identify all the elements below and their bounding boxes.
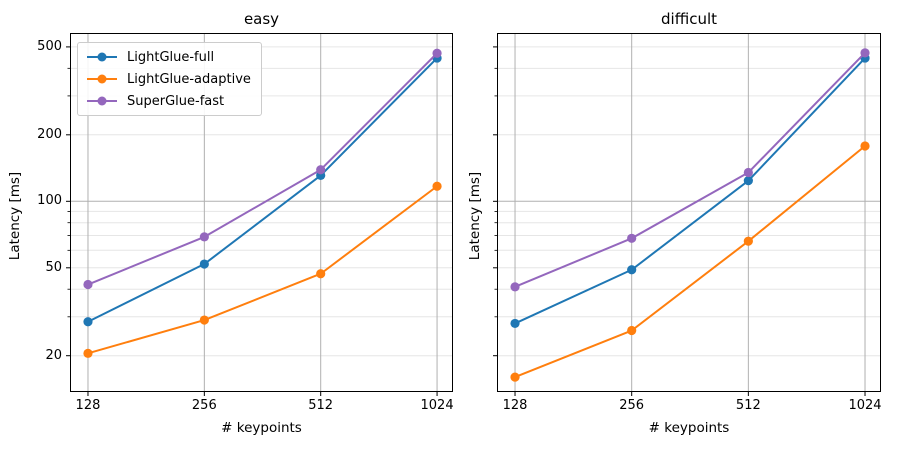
data-marker-LightGlue-adaptive-128 bbox=[510, 372, 520, 382]
x-tick-label: 1024 bbox=[420, 398, 454, 413]
data-marker-LightGlue-full-128 bbox=[510, 318, 520, 329]
plot-area-difficult bbox=[493, 33, 881, 396]
data-marker-LightGlue-adaptive-512 bbox=[316, 269, 326, 279]
x-tick-label: 128 bbox=[75, 398, 101, 413]
series-line-SuperGlue-fast bbox=[514, 52, 866, 288]
data-marker-LightGlue-adaptive-256 bbox=[627, 325, 637, 336]
data-marker-SuperGlue-fast-1024 bbox=[860, 48, 870, 58]
axes-spine bbox=[497, 33, 881, 392]
x-tick-label: 256 bbox=[191, 398, 217, 413]
series-line-SuperGlue-fast bbox=[87, 52, 438, 286]
data-marker-LightGlue-adaptive-1024 bbox=[860, 141, 870, 151]
data-marker-SuperGlue-fast-128 bbox=[83, 279, 93, 290]
data-marker-LightGlue-adaptive-1024 bbox=[432, 181, 442, 191]
data-marker-SuperGlue-fast-512 bbox=[743, 167, 753, 178]
x-tick-label: 1024 bbox=[848, 398, 882, 413]
y-axis-label-difficult: Latency [ms] bbox=[467, 171, 483, 261]
data-marker-LightGlue-full-256 bbox=[627, 265, 637, 275]
data-marker-LightGlue-adaptive-128 bbox=[83, 348, 93, 358]
legend-label-lightglue-full: LightGlue-full bbox=[127, 49, 215, 65]
legend: LightGlue-full LightGlue-adaptive SuperG… bbox=[77, 42, 262, 116]
x-axis-label-easy: # keypoints bbox=[221, 420, 302, 436]
legend-item-lightglue-adaptive: LightGlue-adaptive bbox=[86, 68, 251, 90]
y-axis-label-easy: Latency [ms] bbox=[7, 171, 23, 261]
axes-canvas bbox=[66, 33, 453, 396]
y-tick-label: 20 bbox=[45, 347, 62, 363]
y-tick-label: 100 bbox=[37, 193, 62, 209]
legend-item-lightglue-full: LightGlue-full bbox=[86, 46, 251, 68]
x-tick-label: 512 bbox=[735, 398, 761, 413]
axes-canvas bbox=[493, 33, 881, 396]
series-line-LightGlue-adaptive bbox=[514, 145, 866, 379]
series-line-LightGlue-full bbox=[514, 57, 866, 325]
y-tick-label: 50 bbox=[45, 259, 62, 275]
x-axis-label-difficult: # keypoints bbox=[648, 420, 730, 436]
data-marker-LightGlue-full-128 bbox=[83, 317, 93, 327]
data-marker-LightGlue-adaptive-256 bbox=[199, 315, 209, 325]
y-tick-label: 200 bbox=[37, 126, 62, 142]
legend-label-superglue-fast: SuperGlue-fast bbox=[127, 93, 225, 109]
data-marker-LightGlue-adaptive-512 bbox=[743, 236, 753, 246]
legend-item-superglue-fast: SuperGlue-fast bbox=[86, 90, 251, 112]
data-marker-SuperGlue-fast-512 bbox=[316, 165, 326, 175]
plot-area-easy bbox=[66, 33, 453, 396]
data-marker-SuperGlue-fast-256 bbox=[627, 233, 637, 243]
y-tick-label: 500 bbox=[37, 38, 62, 54]
legend-line-dot-marker bbox=[87, 52, 117, 62]
x-tick-label: 256 bbox=[619, 398, 645, 413]
subplot-title-difficult: difficult bbox=[661, 10, 717, 28]
data-marker-LightGlue-full-256 bbox=[199, 259, 209, 269]
legend-line-dot-marker bbox=[87, 74, 117, 84]
legend-line-dot-marker bbox=[87, 96, 117, 106]
legend-label-lightglue-adaptive: LightGlue-adaptive bbox=[127, 71, 251, 87]
series-line-LightGlue-full bbox=[87, 57, 438, 323]
data-marker-SuperGlue-fast-1024 bbox=[432, 48, 442, 58]
data-marker-SuperGlue-fast-128 bbox=[510, 282, 520, 292]
axes-spine bbox=[70, 33, 453, 392]
x-tick-label: 128 bbox=[502, 398, 528, 413]
series-line-LightGlue-adaptive bbox=[87, 185, 438, 355]
subplot-title-easy: easy bbox=[243, 10, 280, 28]
x-tick-label: 512 bbox=[308, 398, 334, 413]
data-marker-SuperGlue-fast-256 bbox=[199, 232, 209, 242]
data-marker-LightGlue-full-512 bbox=[743, 176, 753, 186]
